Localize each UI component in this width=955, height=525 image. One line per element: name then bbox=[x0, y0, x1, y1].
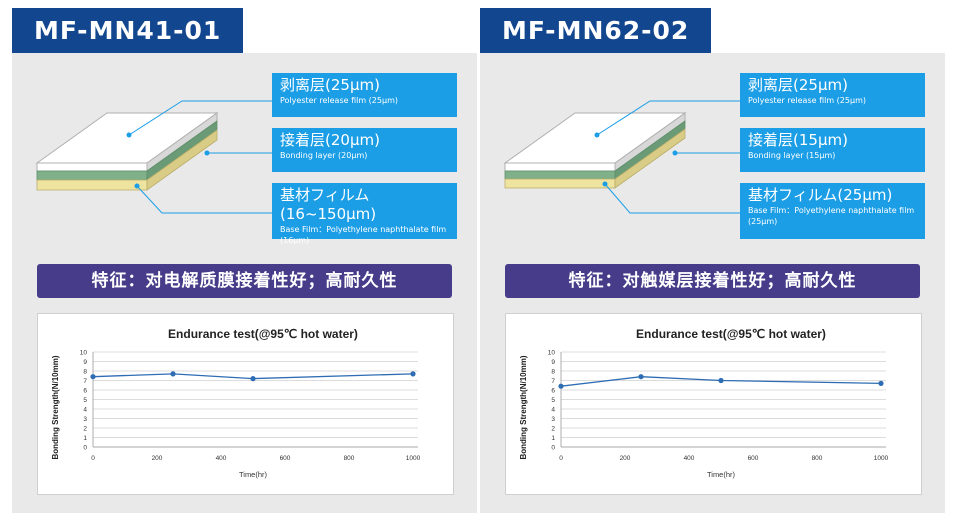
data-point bbox=[638, 374, 644, 380]
y-tick-label: 6 bbox=[551, 388, 555, 395]
y-axis-label: Bonding Strength(N/10mm) bbox=[519, 355, 528, 459]
base-film-sub: Base Film：Polyethylene naphthalate film … bbox=[280, 225, 447, 245]
data-point bbox=[558, 383, 564, 389]
film-layer-diagram bbox=[35, 112, 219, 191]
callout-leader-lines bbox=[126, 100, 272, 214]
product-panel-2: MF-MN62-02 剥离层(25μm) Polyester release f… bbox=[480, 8, 945, 513]
y-tick-label: 7 bbox=[83, 378, 87, 385]
x-tick-label: 0 bbox=[91, 455, 95, 462]
x-tick-label: 800 bbox=[812, 455, 823, 462]
y-tick-label: 4 bbox=[83, 407, 87, 414]
y-tick-label: 6 bbox=[83, 388, 87, 395]
data-point bbox=[170, 371, 176, 377]
y-tick-label: 0 bbox=[551, 445, 555, 452]
product-panel-1: MF-MN41-01 剥离层(25μm) Polyester release f… bbox=[12, 8, 477, 513]
bonding-layer-sub: Bonding layer (20μm) bbox=[280, 151, 368, 160]
release-film-sub: Polyester release film (25μm) bbox=[280, 96, 398, 105]
y-tick-label: 5 bbox=[83, 397, 87, 404]
callout-base-film: 基材フィルム(25μm) Base Film：Polyethylene naph… bbox=[740, 183, 925, 239]
y-tick-label: 10 bbox=[80, 350, 88, 357]
callout-release-film: 剥离层(25μm) Polyester release film (25μm) bbox=[740, 73, 925, 117]
y-tick-label: 8 bbox=[83, 369, 87, 376]
y-tick-label: 0 bbox=[83, 445, 87, 452]
release-film-label: 剥离层(25μm) bbox=[280, 76, 380, 94]
x-tick-label: 800 bbox=[344, 455, 355, 462]
base-film-sub: Base Film：Polyethylene naphthalate film … bbox=[748, 206, 915, 226]
series-line bbox=[92, 373, 414, 380]
callout-release-film: 剥离层(25μm) Polyester release film (25μm) bbox=[272, 73, 457, 117]
y-tick-label: 1 bbox=[551, 435, 555, 442]
endurance-chart-2: Endurance test(@95℃ hot water) 0 1 2 3 4 5 6 7 8 9… bbox=[505, 313, 922, 495]
y-tick-label: 3 bbox=[551, 416, 555, 423]
x-axis-label: Time(hr) bbox=[239, 470, 268, 479]
series-line bbox=[560, 376, 882, 387]
y-tick-label: 10 bbox=[548, 350, 556, 357]
callout-leader-lines bbox=[594, 100, 740, 214]
chart-svg: Endurance test(@95℃ hot water) 0 1 2 3 4 5 6 7 8 9… bbox=[519, 327, 889, 479]
x-tick-label: 400 bbox=[684, 455, 695, 462]
feature-banner: 特征：对电解质膜接着性好；高耐久性 bbox=[37, 264, 452, 298]
bonding-layer-label: 接着层(15μm) bbox=[748, 131, 848, 149]
bonding-layer-sub: Bonding layer (15μm) bbox=[748, 151, 836, 160]
y-tick-label: 7 bbox=[551, 378, 555, 385]
chart-svg: Endurance test(@95℃ hot water) 0 1 2 3 4 5 6 7 8 9… bbox=[51, 327, 421, 479]
x-tick-label: 1000 bbox=[874, 455, 889, 462]
x-tick-label: 600 bbox=[280, 455, 291, 462]
product-title: MF-MN41-01 bbox=[12, 8, 244, 53]
data-point bbox=[90, 374, 96, 380]
y-tick-label: 8 bbox=[551, 369, 555, 376]
x-tick-label: 600 bbox=[748, 455, 759, 462]
y-tick-label: 9 bbox=[83, 359, 87, 366]
x-tick-label: 200 bbox=[152, 455, 163, 462]
product-title: MF-MN62-02 bbox=[480, 8, 712, 53]
x-tick-label: 1000 bbox=[406, 455, 421, 462]
data-point bbox=[410, 371, 416, 377]
chart-title: Endurance test(@95℃ hot water) bbox=[636, 327, 826, 341]
y-tick-label: 5 bbox=[551, 397, 555, 404]
callout-base-film: 基材フィルム(16~150μm) Base Film：Polyethylene … bbox=[272, 183, 457, 245]
callout-bonding-layer: 接着层(20μm) Bonding layer (20μm) bbox=[272, 128, 457, 172]
x-tick-label: 200 bbox=[620, 455, 631, 462]
data-point bbox=[250, 376, 256, 382]
y-tick-label: 2 bbox=[551, 426, 555, 433]
feature-banner: 特征：对触媒层接着性好；高耐久性 bbox=[505, 264, 920, 298]
callout-bonding-layer: 接着层(15μm) Bonding layer (15μm) bbox=[740, 128, 925, 172]
y-tick-label: 9 bbox=[551, 359, 555, 366]
y-tick-label: 3 bbox=[83, 416, 87, 423]
film-layer-diagram bbox=[503, 112, 687, 189]
y-tick-label: 4 bbox=[551, 407, 555, 414]
release-film-label: 剥离层(25μm) bbox=[748, 76, 848, 94]
x-axis-label: Time(hr) bbox=[707, 470, 736, 479]
base-film-label: 基材フィルム(16~150μm) bbox=[280, 186, 377, 223]
base-film-label: 基材フィルム(25μm) bbox=[748, 186, 893, 204]
x-tick-label: 0 bbox=[559, 455, 563, 462]
endurance-chart-1: Endurance test(@95℃ hot water) 0 1 2 3 4 5 6 7 8 9… bbox=[37, 313, 454, 495]
y-tick-label: 2 bbox=[83, 426, 87, 433]
bonding-layer-label: 接着层(20μm) bbox=[280, 131, 380, 149]
chart-title: Endurance test(@95℃ hot water) bbox=[168, 327, 358, 341]
y-axis-label: Bonding Strength(N/10mm) bbox=[51, 355, 60, 459]
release-film-sub: Polyester release film (25μm) bbox=[748, 96, 866, 105]
x-tick-label: 400 bbox=[216, 455, 227, 462]
y-tick-label: 1 bbox=[83, 435, 87, 442]
data-point bbox=[718, 377, 724, 384]
data-point bbox=[878, 380, 884, 386]
